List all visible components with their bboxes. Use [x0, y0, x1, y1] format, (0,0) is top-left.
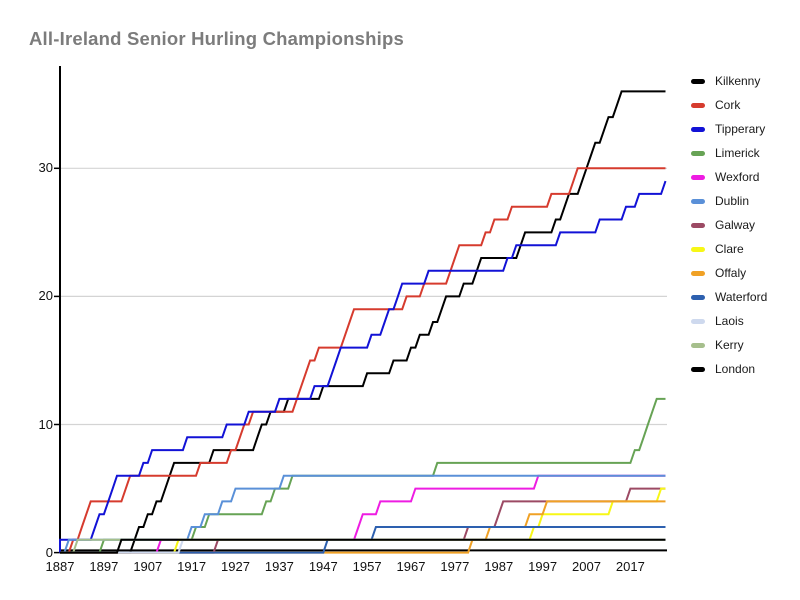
legend-swatch-wexford: [691, 174, 705, 180]
y-tick-label-30: 30: [38, 160, 53, 176]
legend-label-tipperary: Tipperary: [715, 122, 766, 136]
legend-item-london: London: [691, 357, 767, 381]
legend-swatch-kerry: [691, 342, 705, 348]
y-tick-label-0: 0: [45, 544, 53, 560]
legend-item-galway: Galway: [691, 213, 767, 237]
x-tick-label-1937: 1937: [264, 559, 294, 574]
legend-label-cork: Cork: [715, 98, 741, 112]
x-tick-label-1887: 1887: [45, 559, 75, 574]
x-tick-label-1977: 1977: [440, 559, 470, 574]
legend-swatch-waterford: [691, 294, 705, 300]
x-tick-label-2007: 2007: [572, 559, 601, 574]
x-tick-label-1987: 1987: [484, 559, 514, 574]
x-tick-label-1947: 1947: [308, 559, 338, 574]
legend-label-galway: Galway: [715, 218, 756, 232]
legend-swatch-kilkenny: [691, 78, 705, 84]
legend: Kilkenny Cork Tipperary Limerick Wexford Dubl…: [691, 69, 767, 381]
legend-item-waterford: Waterford: [691, 285, 767, 309]
legend-swatch-london: [691, 366, 705, 372]
series-line-galway: [60, 487, 666, 554]
legend-label-limerick: Limerick: [715, 146, 760, 160]
legend-swatch-dublin: [691, 198, 705, 204]
legend-swatch-cork: [691, 102, 705, 108]
legend-label-kilkenny: Kilkenny: [715, 74, 761, 88]
legend-item-limerick: Limerick: [691, 141, 767, 165]
legend-item-tipperary: Tipperary: [691, 117, 767, 141]
x-tick-label-1957: 1957: [352, 559, 382, 574]
series-line-tipperary: [59, 180, 667, 553]
legend-item-dublin: Dublin: [691, 189, 767, 213]
x-tick-label-1907: 1907: [133, 559, 163, 574]
legend-swatch-laois: [691, 318, 705, 324]
legend-label-clare: Clare: [715, 242, 744, 256]
legend-item-clare: Clare: [691, 237, 767, 261]
legend-label-kerry: Kerry: [715, 338, 744, 352]
legend-item-kerry: Kerry: [691, 333, 767, 357]
chart-title: All-Ireland Senior Hurling Championships: [29, 28, 404, 49]
legend-item-laois: Laois: [691, 309, 767, 333]
x-tick-label-1897: 1897: [89, 559, 119, 574]
series-line-london: [60, 538, 666, 554]
x-tick-label-1917: 1917: [177, 559, 207, 574]
legend-label-offaly: Offaly: [715, 266, 747, 280]
legend-swatch-tipperary: [691, 126, 705, 132]
legend-label-waterford: Waterford: [715, 290, 768, 304]
legend-swatch-galway: [691, 222, 705, 228]
legend-swatch-limerick: [691, 150, 705, 156]
y-tick-label-20: 20: [38, 288, 53, 304]
legend-swatch-clare: [691, 246, 705, 252]
x-tick-label-1927: 1927: [221, 559, 250, 574]
legend-swatch-offaly: [691, 270, 705, 276]
y-tick-label-10: 10: [38, 416, 53, 432]
legend-label-london: London: [715, 362, 756, 376]
x-tick-label-2017: 2017: [615, 559, 645, 574]
legend-item-cork: Cork: [691, 93, 767, 117]
legend-label-laois: Laois: [715, 314, 744, 328]
legend-item-kilkenny: Kilkenny: [691, 69, 767, 93]
x-tick-label-1967: 1967: [396, 559, 426, 574]
series-line-clare: [60, 487, 666, 554]
legend-item-offaly: Offaly: [691, 261, 767, 285]
legend-item-wexford: Wexford: [691, 165, 767, 189]
x-tick-label-1997: 1997: [528, 559, 558, 574]
legend-label-dublin: Dublin: [715, 194, 750, 208]
series-line-kilkenny: [60, 90, 666, 554]
series-line-cork: [60, 167, 666, 554]
legend-label-wexford: Wexford: [715, 170, 760, 184]
